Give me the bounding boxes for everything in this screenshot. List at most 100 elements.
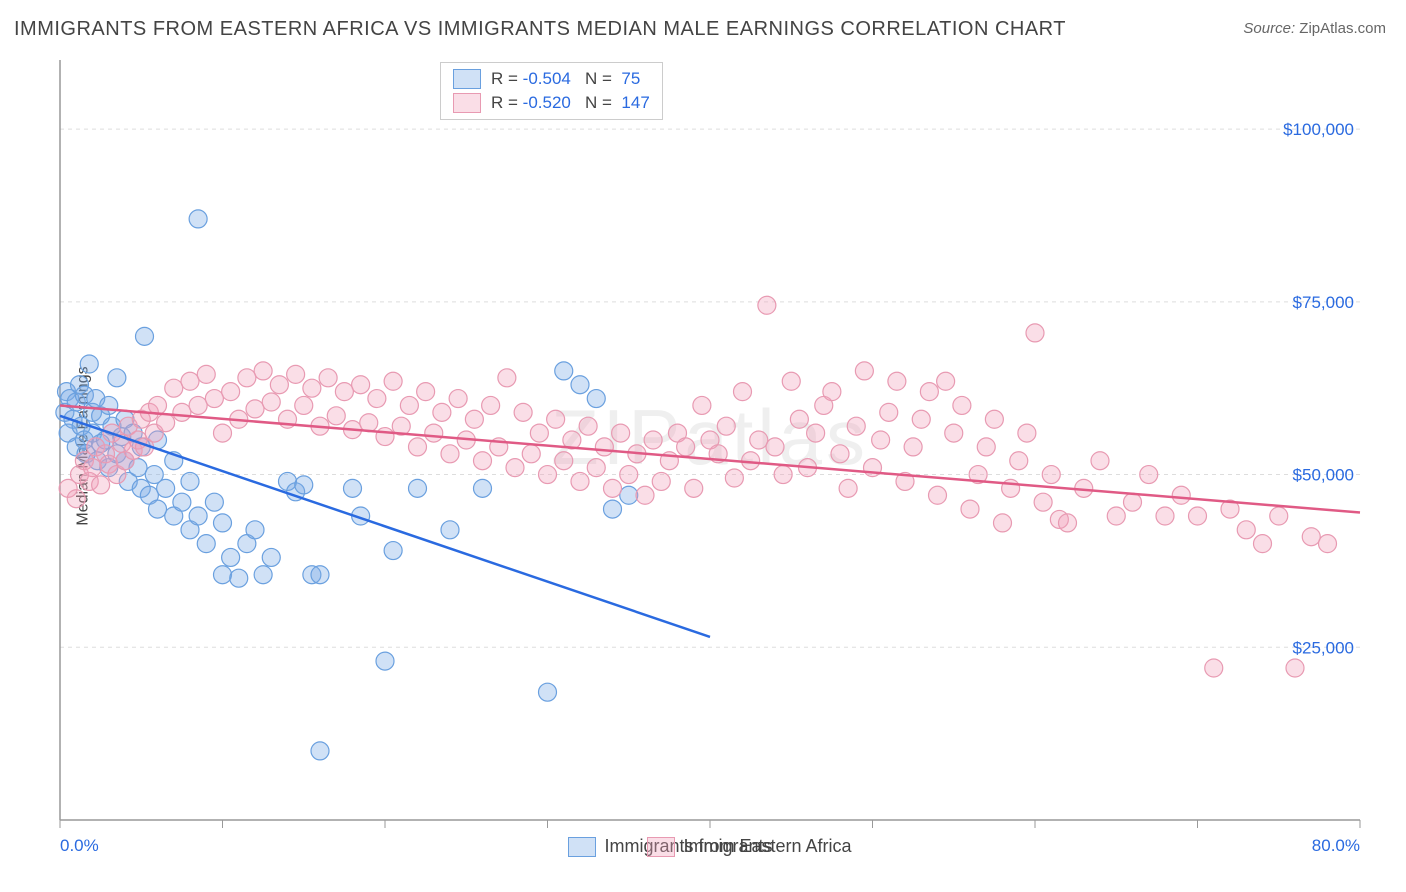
- point-immigrants: [929, 486, 947, 504]
- point-eastern-africa: [173, 493, 191, 511]
- point-immigrants: [961, 500, 979, 518]
- legend-stats: R = -0.504 N = 75: [491, 67, 640, 91]
- point-immigrants: [652, 472, 670, 490]
- point-immigrants: [644, 431, 662, 449]
- point-eastern-africa: [100, 396, 118, 414]
- point-immigrants: [587, 459, 605, 477]
- point-immigrants: [555, 452, 573, 470]
- point-immigrants: [1140, 466, 1158, 484]
- point-immigrants: [977, 438, 995, 456]
- point-immigrants: [612, 424, 630, 442]
- point-immigrants: [807, 424, 825, 442]
- point-immigrants: [246, 400, 264, 418]
- point-immigrants: [270, 376, 288, 394]
- point-eastern-africa: [80, 355, 98, 373]
- y-tick-label: $100,000: [1283, 120, 1354, 139]
- point-eastern-africa: [587, 390, 605, 408]
- point-immigrants: [888, 372, 906, 390]
- point-immigrants: [238, 369, 256, 387]
- scatter-plot-svg: $25,000$50,000$75,000$100,000ZIPatlas: [50, 60, 1370, 830]
- point-immigrants: [595, 438, 613, 456]
- point-eastern-africa: [214, 566, 232, 584]
- correlation-legend-row: R = -0.520 N = 147: [453, 91, 650, 115]
- point-immigrants: [685, 479, 703, 497]
- point-immigrants: [67, 490, 85, 508]
- legend-swatch: [453, 93, 481, 113]
- point-immigrants: [482, 396, 500, 414]
- point-immigrants: [205, 390, 223, 408]
- point-immigrants: [1254, 535, 1272, 553]
- point-immigrants: [750, 431, 768, 449]
- point-immigrants: [368, 390, 386, 408]
- point-immigrants: [937, 372, 955, 390]
- source-attribution: Source: ZipAtlas.com: [1243, 20, 1386, 37]
- point-eastern-africa: [205, 493, 223, 511]
- point-immigrants: [319, 369, 337, 387]
- point-eastern-africa: [222, 548, 240, 566]
- point-immigrants: [539, 466, 557, 484]
- point-eastern-africa: [136, 327, 154, 345]
- point-immigrants: [165, 379, 183, 397]
- point-immigrants: [839, 479, 857, 497]
- point-immigrants: [514, 403, 532, 421]
- point-eastern-africa: [384, 542, 402, 560]
- point-immigrants: [181, 372, 199, 390]
- point-immigrants: [766, 438, 784, 456]
- point-eastern-africa: [604, 500, 622, 518]
- point-immigrants: [1189, 507, 1207, 525]
- point-immigrants: [782, 372, 800, 390]
- point-immigrants: [352, 376, 370, 394]
- point-immigrants: [717, 417, 735, 435]
- point-eastern-africa: [311, 742, 329, 760]
- point-immigrants: [189, 396, 207, 414]
- point-immigrants: [571, 472, 589, 490]
- series-legend-item: Immigrants: [647, 836, 772, 857]
- point-immigrants: [636, 486, 654, 504]
- point-eastern-africa: [344, 479, 362, 497]
- point-eastern-africa: [181, 472, 199, 490]
- point-eastern-africa: [409, 479, 427, 497]
- legend-swatch: [568, 837, 596, 857]
- point-eastern-africa: [197, 535, 215, 553]
- legend-swatch: [453, 69, 481, 89]
- point-eastern-africa: [214, 514, 232, 532]
- point-immigrants: [953, 396, 971, 414]
- point-immigrants: [693, 396, 711, 414]
- point-eastern-africa: [189, 507, 207, 525]
- point-immigrants: [1010, 452, 1028, 470]
- point-immigrants: [1026, 324, 1044, 342]
- point-immigrants: [847, 417, 865, 435]
- point-immigrants: [620, 466, 638, 484]
- point-immigrants: [1205, 659, 1223, 677]
- point-immigrants: [579, 417, 597, 435]
- point-immigrants: [880, 403, 898, 421]
- point-immigrants: [262, 393, 280, 411]
- point-immigrants: [254, 362, 272, 380]
- point-eastern-africa: [311, 566, 329, 584]
- point-immigrants: [734, 383, 752, 401]
- point-eastern-africa: [254, 566, 272, 584]
- point-immigrants: [295, 396, 313, 414]
- point-eastern-africa: [262, 548, 280, 566]
- point-immigrants: [506, 459, 524, 477]
- point-immigrants: [287, 365, 305, 383]
- point-immigrants: [1286, 659, 1304, 677]
- point-immigrants: [1156, 507, 1174, 525]
- point-immigrants: [758, 296, 776, 314]
- point-eastern-africa: [108, 369, 126, 387]
- y-tick-label: $50,000: [1293, 466, 1354, 485]
- y-tick-label: $25,000: [1293, 638, 1354, 657]
- point-immigrants: [1107, 507, 1125, 525]
- point-immigrants: [1302, 528, 1320, 546]
- point-immigrants: [1237, 521, 1255, 539]
- point-immigrants: [92, 476, 110, 494]
- point-eastern-africa: [571, 376, 589, 394]
- point-eastern-africa: [157, 479, 175, 497]
- point-immigrants: [604, 479, 622, 497]
- chart-plot-area: $25,000$50,000$75,000$100,000ZIPatlas R …: [50, 60, 1370, 830]
- point-immigrants: [425, 424, 443, 442]
- point-immigrants: [433, 403, 451, 421]
- point-immigrants: [197, 365, 215, 383]
- point-immigrants: [790, 410, 808, 428]
- point-immigrants: [360, 414, 378, 432]
